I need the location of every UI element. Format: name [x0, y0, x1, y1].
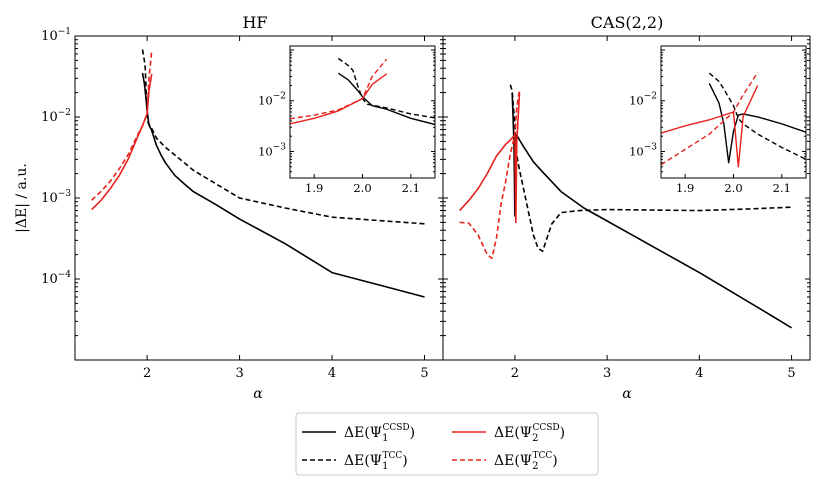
inset0-series-tcc2 — [290, 58, 388, 120]
panel-cas-lines — [459, 84, 792, 329]
inset0-ytick-label: 10−2 — [258, 92, 286, 108]
panel0-xtick-label: 5 — [420, 366, 428, 381]
inset1-ytick-label: 10−3 — [629, 142, 657, 158]
inset0-series-tcc1 — [337, 57, 435, 119]
inset-cas-axes: 1.9 2.0 2.1 10−3 10−2 — [629, 49, 806, 195]
legend-label-tcc2: ΔE(Ψ2TCC) — [494, 451, 558, 472]
panel0-xtick-label: 3 — [235, 366, 243, 381]
legend-label-ccsd2: ΔE(Ψ2CCSD) — [494, 423, 565, 444]
panel0-ytick-label: 10−1 — [41, 27, 71, 44]
panel0-xtick-label: 2 — [143, 366, 151, 381]
panel1-series-ccsd2 — [459, 92, 521, 224]
legend-label-ccsd1: ΔE(Ψ1CCSD) — [344, 423, 415, 444]
legend-label-tcc1: ΔE(Ψ1TCC) — [344, 451, 408, 472]
panel0-ytick-label: 10−4 — [41, 270, 71, 287]
inset1-series-tcc2 — [661, 72, 759, 166]
panel-cas-xlabel: α — [622, 386, 632, 402]
inset1-xtick-label: 1.9 — [676, 181, 694, 195]
panel-hf-axes: 2 3 4 5 10−4 10−3 10−2 10−1 — [41, 27, 443, 381]
inset0-xtick-label: 2.0 — [353, 181, 371, 195]
panel1-xtick-label: 2 — [511, 366, 519, 381]
panel1-xtick-label: 5 — [787, 366, 795, 381]
y-axis-label: |ΔE| / a.u. — [14, 163, 30, 233]
panel1-xtick-label: 4 — [695, 366, 703, 381]
panel-cas-axes: 2 3 4 5 — [443, 35, 810, 381]
panel1-series-tcc2 — [459, 89, 521, 260]
panel1-series-ccsd1 — [511, 92, 792, 329]
inset1-series-tcc1 — [708, 72, 806, 160]
inset1-series-ccsd1 — [708, 83, 806, 164]
legend: ΔE(Ψ1CCSD) ΔE(Ψ1TCC) ΔE(Ψ2CCSD) ΔE(Ψ2TCC) — [295, 412, 599, 476]
inset0-xtick-label: 1.9 — [305, 181, 323, 195]
inset1-xtick-label: 2.1 — [773, 181, 791, 195]
inset0-ytick-label: 10−3 — [258, 142, 286, 158]
panel-hf-inset: 1.9 2.0 2.1 10−3 10−2 — [258, 45, 436, 195]
legend-box — [295, 412, 599, 476]
inset0-xtick-label: 2.1 — [402, 181, 420, 195]
panel-cas: CAS(2,2) 2 3 4 5 α 1.9 2.0 2.1 10−3 10−2 — [442, 13, 811, 402]
panel-title-cas: CAS(2,2) — [591, 13, 664, 32]
inset-hf-background — [290, 46, 435, 178]
panel0-series-tcc2 — [91, 50, 153, 201]
panel1-xtick-label: 3 — [603, 366, 611, 381]
inset-hf-axes: 1.9 2.0 2.1 10−3 10−2 — [258, 49, 435, 195]
panel0-xtick-label: 4 — [328, 366, 336, 381]
panel-hf-lines — [91, 49, 425, 298]
panel0-series-tcc1 — [141, 49, 425, 225]
inset1-ytick-label: 10−2 — [629, 92, 657, 108]
panel0-ytick-label: 10−2 — [41, 108, 71, 125]
panel-hf: HF 2 3 4 510−410−310−210−1 α 1.9 2.0 2.110−31… — [41, 13, 444, 402]
panel-title-hf: HF — [242, 13, 267, 32]
inset-hf-lines — [290, 57, 435, 126]
panel-hf-xlabel: α — [253, 386, 263, 402]
inset1-xtick-label: 2.0 — [724, 181, 742, 195]
inset-cas-lines — [661, 72, 806, 168]
inset0-series-ccsd1 — [337, 72, 435, 126]
inset0-series-ccsd2 — [290, 73, 388, 125]
panel0-ytick-label: 10−3 — [41, 189, 71, 206]
panel-cas-inset: 1.9 2.0 2.1 10−3 10−2 — [629, 45, 807, 195]
